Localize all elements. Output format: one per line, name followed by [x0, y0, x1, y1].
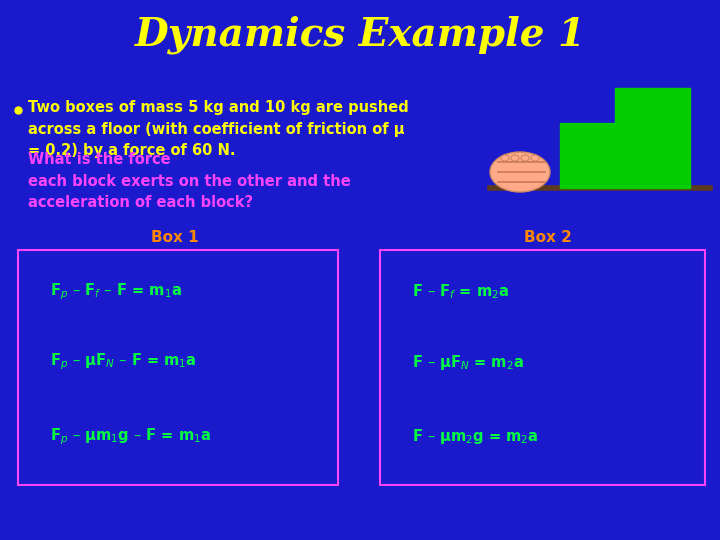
FancyBboxPatch shape — [560, 123, 615, 188]
FancyBboxPatch shape — [615, 88, 690, 188]
FancyBboxPatch shape — [18, 250, 338, 485]
FancyBboxPatch shape — [380, 250, 705, 485]
Text: Box 1: Box 1 — [151, 231, 199, 246]
Text: F$_p$ – μm$_1$g – F = m$_1$a: F$_p$ – μm$_1$g – F = m$_1$a — [50, 427, 211, 447]
Text: F$_p$ – μF$_N$ – F = m$_1$a: F$_p$ – μF$_N$ – F = m$_1$a — [50, 352, 197, 372]
Ellipse shape — [511, 155, 519, 161]
Text: Box 2: Box 2 — [524, 231, 572, 246]
Ellipse shape — [490, 152, 550, 192]
Text: What is the force
each block exerts on the other and the
acceleration of each bl: What is the force each block exerts on t… — [28, 152, 351, 210]
Text: F – μm$_2$g = m$_2$a: F – μm$_2$g = m$_2$a — [412, 428, 539, 447]
Ellipse shape — [531, 155, 539, 161]
Text: F – μF$_N$ = m$_2$a: F – μF$_N$ = m$_2$a — [412, 353, 524, 372]
Text: Two boxes of mass 5 kg and 10 kg are pushed
across a floor (with coefficient of : Two boxes of mass 5 kg and 10 kg are pus… — [28, 100, 409, 158]
Ellipse shape — [501, 155, 509, 161]
Ellipse shape — [521, 155, 529, 161]
Text: Dynamics Example 1: Dynamics Example 1 — [135, 16, 585, 54]
Text: F$_p$ – F$_f$ – F = m$_1$a: F$_p$ – F$_f$ – F = m$_1$a — [50, 282, 182, 302]
Text: F – F$_f$ = m$_2$a: F – F$_f$ = m$_2$a — [412, 282, 509, 301]
